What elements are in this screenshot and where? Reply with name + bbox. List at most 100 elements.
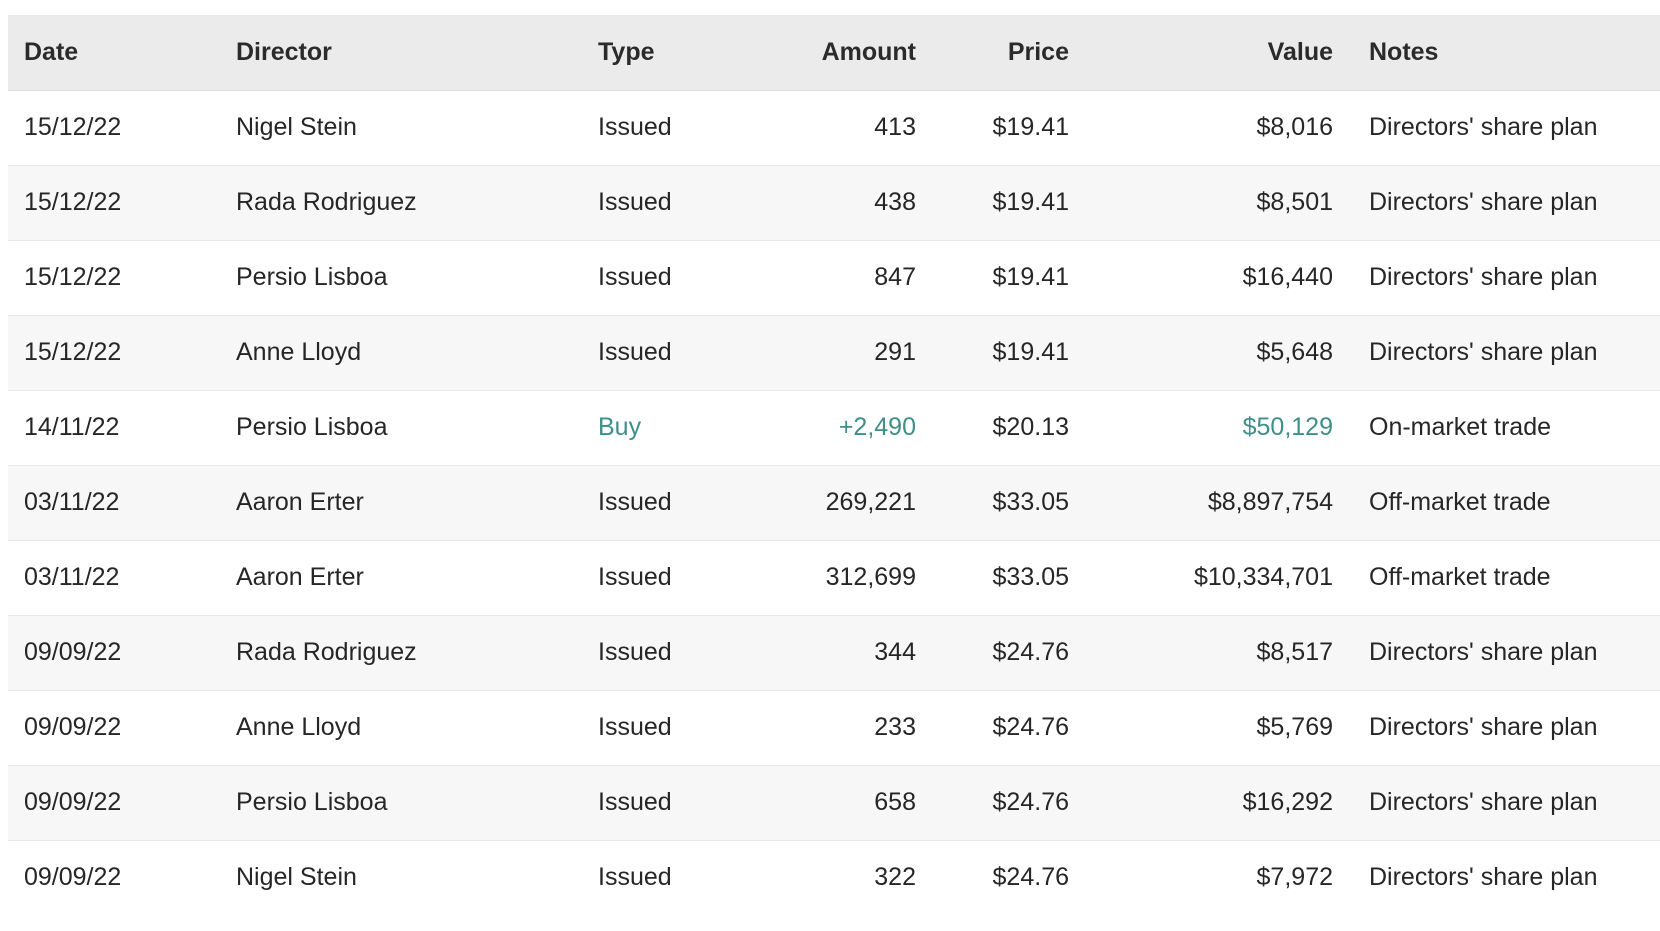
- cell-director: Aaron Erter: [236, 488, 364, 516]
- cell-notes: Off-market trade: [1369, 563, 1551, 591]
- table-row: 15/12/22 Nigel Stein Issued 413 $19.41 $8,016…: [8, 90, 1660, 165]
- cell-value: $5,769: [1256, 713, 1333, 741]
- cell-amount: 312,699: [825, 563, 916, 591]
- cell-notes: Directors' share plan: [1369, 863, 1598, 892]
- table-row: 09/09/22 Rada Rodriguez Issued 344 $24.76 $8,…: [8, 615, 1660, 690]
- cell-amount: +2,490: [838, 413, 916, 441]
- cell-amount: 438: [874, 188, 916, 216]
- cell-price: $33.05: [992, 563, 1069, 591]
- cell-type: Buy: [598, 413, 642, 441]
- cell-amount: 269,221: [825, 488, 916, 516]
- cell-director: Nigel Stein: [236, 863, 357, 892]
- cell-value: $7,972: [1256, 863, 1333, 892]
- cell-value: $16,440: [1242, 263, 1333, 291]
- table-row: 03/11/22 Aaron Erter Issued 312,699 $33.05 $1…: [8, 540, 1660, 615]
- cell-notes: Directors' share plan: [1369, 638, 1598, 666]
- cell-value: $8,016: [1256, 113, 1333, 141]
- cell-value: $16,292: [1242, 788, 1333, 816]
- cell-type: Issued: [598, 263, 672, 291]
- column-header-notes: Notes: [1333, 15, 1660, 91]
- cell-date: 09/09/22: [24, 713, 122, 741]
- cell-type: Issued: [598, 563, 672, 591]
- column-header-value: Value: [1069, 15, 1333, 91]
- cell-notes: Directors' share plan: [1369, 713, 1598, 741]
- cell-value: $8,517: [1256, 638, 1333, 666]
- cell-notes: Directors' share plan: [1369, 113, 1598, 141]
- cell-value: $8,501: [1256, 188, 1333, 216]
- cell-date: 15/12/22: [24, 188, 122, 216]
- column-header-amount: Amount: [718, 15, 916, 91]
- table-row: 15/12/22 Anne Lloyd Issued 291 $19.41 $5,648 D…: [8, 315, 1660, 390]
- cell-type: Issued: [598, 113, 672, 141]
- cell-price: $24.76: [992, 863, 1069, 892]
- table-row: 15/12/22 Rada Rodriguez Issued 438 $19.41 $8,…: [8, 165, 1660, 240]
- cell-date: 03/11/22: [24, 563, 120, 591]
- table-row: 09/09/22 Persio Lisboa Issued 658 $24.76 $16,…: [8, 765, 1660, 840]
- table-header-row: Date Director Type Amount Price Value Notes: [8, 15, 1660, 91]
- cell-notes: Directors' share plan: [1369, 788, 1598, 816]
- cell-type: Issued: [598, 638, 672, 666]
- cell-date: 14/11/22: [24, 413, 120, 441]
- column-header-price: Price: [916, 15, 1069, 91]
- table-row: 09/09/22 Nigel Stein Issued 322 $24.76 $7,972…: [8, 840, 1660, 915]
- cell-notes: Directors' share plan: [1369, 263, 1598, 291]
- cell-amount: 658: [874, 788, 916, 816]
- table-row: 14/11/22 Persio Lisboa Buy +2,490 $20.13 $50,…: [8, 390, 1660, 465]
- cell-price: $24.76: [992, 788, 1069, 816]
- cell-director: Anne Lloyd: [236, 338, 362, 366]
- cell-director: Aaron Erter: [236, 563, 364, 591]
- insider-transactions-table: Date Director Type Amount Price Value Notes 15…: [8, 15, 1660, 915]
- cell-price: $24.76: [992, 713, 1069, 741]
- cell-director: Nigel Stein: [236, 113, 357, 141]
- cell-director: Persio Lisboa: [236, 413, 388, 441]
- transactions-table: Date Director Type Amount Price Value Notes 15…: [8, 15, 1660, 915]
- cell-type: Issued: [598, 863, 672, 892]
- cell-amount: 344: [874, 638, 916, 666]
- cell-type: Issued: [598, 788, 672, 816]
- cell-type: Issued: [598, 713, 672, 741]
- cell-amount: 233: [874, 713, 916, 741]
- cell-director: Anne Lloyd: [236, 713, 362, 741]
- cell-price: $33.05: [992, 488, 1069, 516]
- table-row: 09/09/22 Anne Lloyd Issued 233 $24.76 $5,769 D…: [8, 690, 1660, 765]
- cell-type: Issued: [598, 338, 672, 366]
- cell-amount: 413: [874, 113, 916, 141]
- column-header-director: Director: [236, 15, 598, 91]
- cell-price: $19.41: [992, 263, 1069, 291]
- cell-date: 15/12/22: [24, 263, 122, 291]
- table-row: 15/12/22 Persio Lisboa Issued 847 $19.41 $16,…: [8, 240, 1660, 315]
- cell-type: Issued: [598, 488, 672, 516]
- cell-price: $20.13: [992, 413, 1069, 441]
- cell-director: Persio Lisboa: [236, 263, 388, 291]
- cell-notes: Directors' share plan: [1369, 188, 1598, 216]
- cell-notes: Off-market trade: [1369, 488, 1551, 516]
- cell-amount: 322: [874, 863, 916, 892]
- cell-date: 09/09/22: [24, 788, 122, 816]
- column-header-type: Type: [598, 15, 718, 91]
- cell-notes: On-market trade: [1369, 413, 1552, 441]
- cell-price: $19.41: [992, 188, 1069, 216]
- cell-director: Persio Lisboa: [236, 788, 388, 816]
- cell-value: $10,334,701: [1193, 563, 1333, 591]
- table-row: 03/11/22 Aaron Erter Issued 269,221 $33.05 $8…: [8, 465, 1660, 540]
- cell-price: $24.76: [992, 638, 1069, 666]
- cell-value: $8,897,754: [1207, 488, 1333, 516]
- cell-price: $19.41: [992, 338, 1069, 366]
- cell-director: Rada Rodriguez: [236, 638, 417, 666]
- table-body: 15/12/22 Nigel Stein Issued 413 $19.41 $8,016…: [8, 90, 1660, 915]
- cell-date: 09/09/22: [24, 863, 122, 892]
- cell-director: Rada Rodriguez: [236, 188, 417, 216]
- cell-date: 09/09/22: [24, 638, 122, 666]
- cell-type: Issued: [598, 188, 672, 216]
- cell-date: 15/12/22: [24, 113, 122, 141]
- cell-value: $5,648: [1256, 338, 1333, 366]
- cell-amount: 847: [874, 263, 916, 291]
- cell-date: 03/11/22: [24, 488, 120, 516]
- cell-notes: Directors' share plan: [1369, 338, 1598, 366]
- table-header: Date Director Type Amount Price Value Notes: [8, 15, 1660, 91]
- cell-amount: 291: [874, 338, 916, 366]
- cell-value: $50,129: [1242, 413, 1333, 441]
- cell-date: 15/12/22: [24, 338, 122, 366]
- column-header-date: Date: [8, 15, 236, 91]
- cell-price: $19.41: [992, 113, 1069, 141]
